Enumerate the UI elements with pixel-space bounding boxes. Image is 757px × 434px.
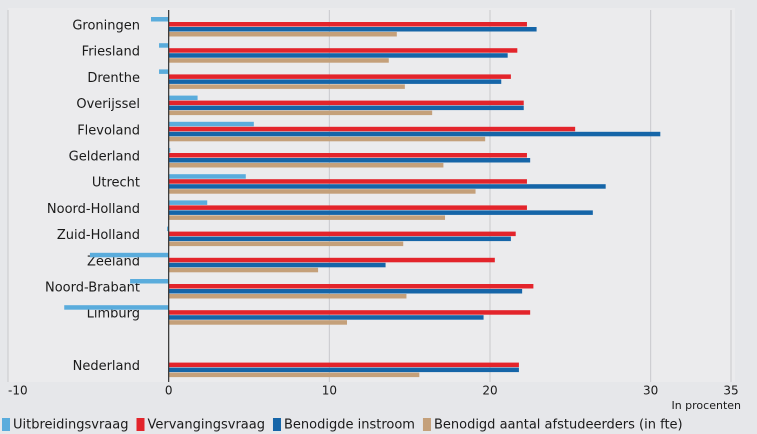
x-tick-label: 35 bbox=[723, 384, 738, 398]
legend-swatch bbox=[422, 418, 431, 431]
category-label: Nederland bbox=[73, 359, 140, 374]
bar bbox=[159, 43, 169, 48]
bar bbox=[168, 121, 254, 127]
bar bbox=[168, 79, 502, 84]
bar bbox=[168, 126, 576, 132]
bar bbox=[168, 205, 527, 210]
axis-label: In procenten bbox=[671, 399, 741, 412]
bar bbox=[168, 95, 198, 101]
bar bbox=[168, 257, 495, 263]
x-tick-label: 10 bbox=[322, 384, 337, 398]
bar bbox=[168, 174, 246, 179]
plot-area bbox=[8, 8, 735, 382]
bar bbox=[168, 215, 446, 220]
category-label: Noord-Holland bbox=[47, 202, 140, 217]
category-label: Drenthe bbox=[87, 71, 140, 86]
bar bbox=[168, 179, 527, 184]
category-label: Noord-Brabant bbox=[45, 281, 140, 296]
bar bbox=[168, 53, 508, 58]
legend-swatch bbox=[2, 418, 10, 431]
bar bbox=[168, 267, 319, 273]
category-label: Utrecht bbox=[92, 176, 140, 191]
category-label: Friesland bbox=[82, 45, 140, 60]
bar bbox=[168, 158, 531, 163]
x-tick-label: 0 bbox=[165, 384, 173, 398]
legend-swatch bbox=[272, 418, 281, 431]
legend-label: Benodigd aantal afstudeerders (in fte) bbox=[434, 418, 683, 433]
x-tick-label: 30 bbox=[643, 384, 658, 398]
bar bbox=[168, 184, 606, 189]
bar bbox=[168, 27, 537, 32]
category-label: Overijssel bbox=[76, 97, 140, 112]
bar bbox=[168, 105, 524, 111]
bar bbox=[168, 294, 407, 299]
bar bbox=[168, 148, 171, 153]
bar bbox=[168, 58, 389, 63]
bar bbox=[150, 17, 169, 22]
bar bbox=[168, 136, 486, 142]
category-label: Groningen bbox=[72, 19, 140, 34]
bar bbox=[168, 372, 420, 378]
bar bbox=[168, 320, 348, 325]
legend-label: Benodigde instroom bbox=[284, 418, 415, 433]
category-label: Zuid-Holland bbox=[57, 228, 140, 243]
bar bbox=[168, 163, 444, 168]
bar bbox=[168, 315, 484, 320]
bar bbox=[168, 231, 516, 237]
bar bbox=[167, 226, 169, 232]
bar bbox=[168, 131, 661, 137]
bar bbox=[168, 48, 518, 53]
bar bbox=[168, 210, 593, 215]
x-tick-label: -10 bbox=[8, 384, 28, 398]
bar bbox=[168, 84, 405, 89]
category-label: Zeeland bbox=[87, 254, 140, 269]
legend-swatch bbox=[136, 418, 145, 431]
bar bbox=[64, 305, 169, 310]
category-label: Gelderland bbox=[69, 150, 140, 165]
bar bbox=[168, 110, 433, 116]
bar bbox=[168, 310, 531, 315]
bar bbox=[168, 236, 511, 242]
legend-label: Uitbreidingsvraag bbox=[13, 418, 129, 433]
bar bbox=[89, 252, 169, 258]
bar bbox=[159, 69, 169, 74]
bar bbox=[168, 284, 534, 289]
bar bbox=[168, 262, 386, 268]
bar bbox=[168, 22, 527, 27]
bar bbox=[168, 289, 523, 294]
bar bbox=[168, 241, 404, 247]
bar bbox=[168, 367, 519, 373]
bar bbox=[168, 362, 519, 368]
x-tick-label: 20 bbox=[482, 384, 497, 398]
category-label: Flevoland bbox=[77, 123, 140, 138]
bar bbox=[168, 200, 208, 205]
bar bbox=[130, 279, 169, 284]
bar bbox=[168, 32, 397, 37]
bar bbox=[168, 74, 511, 79]
bar bbox=[168, 189, 476, 194]
legend-label: Vervangingsvraag bbox=[148, 418, 265, 433]
bar bbox=[168, 153, 527, 158]
bar bbox=[168, 100, 524, 106]
category-label: Limburg bbox=[87, 307, 140, 322]
